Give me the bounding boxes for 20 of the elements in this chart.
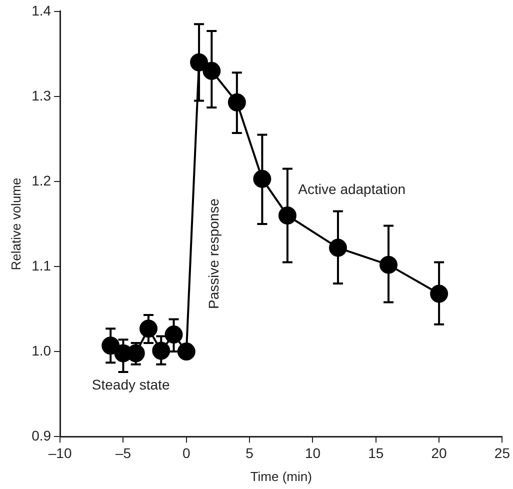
x-tick-label: 25 bbox=[494, 444, 510, 461]
y-tick-label: 1.4 bbox=[32, 2, 52, 18]
x-tick-label: 10 bbox=[304, 444, 321, 461]
x-axis-title: Time (min) bbox=[250, 468, 312, 484]
annotation: Passive response bbox=[206, 198, 222, 310]
y-tick-label: 1.2 bbox=[32, 172, 52, 188]
y-tick-label: 0.9 bbox=[32, 427, 52, 444]
y-tick-label: 1.0 bbox=[32, 342, 52, 358]
x-tick-label: –10 bbox=[48, 444, 72, 461]
annotation: Steady state bbox=[92, 376, 170, 392]
point bbox=[177, 342, 196, 361]
x-tick-label: 5 bbox=[246, 444, 254, 461]
x-tick-label: 20 bbox=[431, 444, 448, 461]
annotation: Active adaptation bbox=[298, 180, 406, 197]
y-axis-title: Relative volume bbox=[8, 178, 24, 270]
x-tick-label: –5 bbox=[115, 444, 132, 461]
x-tick-label: 0 bbox=[182, 444, 190, 461]
y-tick-label: 1.1 bbox=[32, 257, 52, 274]
y-tick-label: 1.3 bbox=[32, 87, 52, 104]
x-tick-label: 15 bbox=[368, 444, 384, 461]
